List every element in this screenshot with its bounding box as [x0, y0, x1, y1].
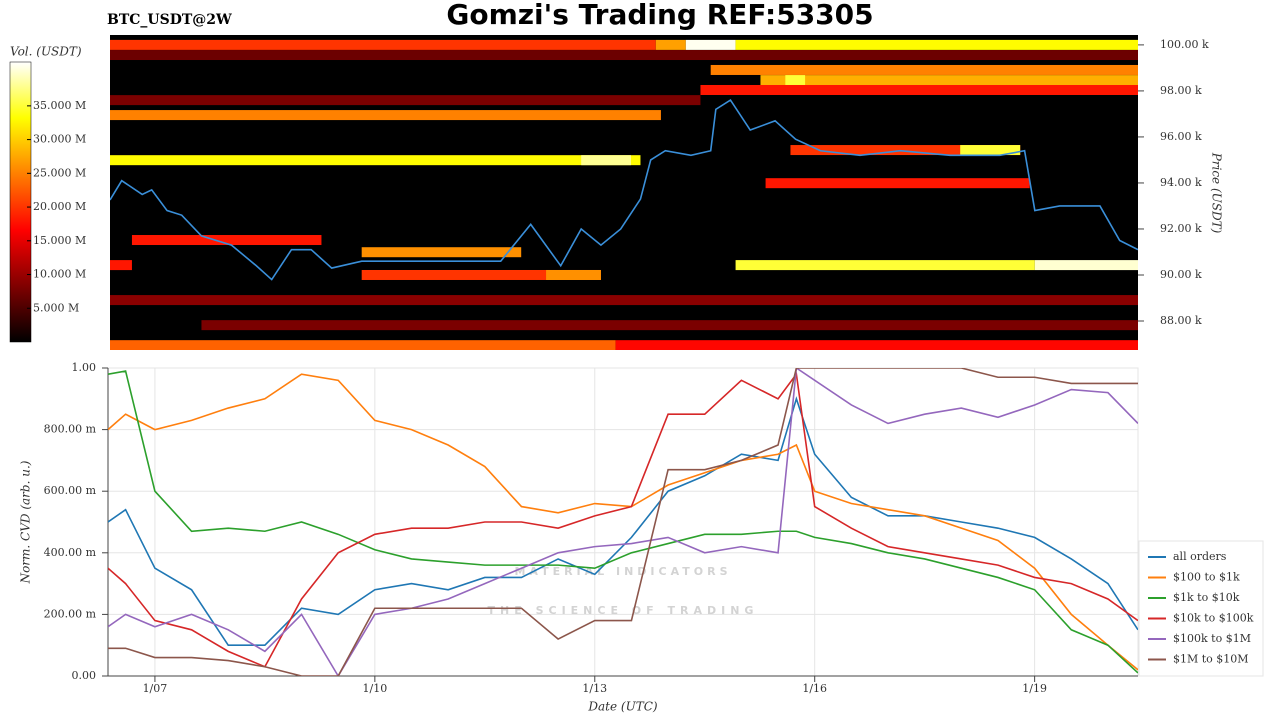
x-tick-label: 1/13: [582, 682, 607, 695]
x-tick-label: 1/10: [362, 682, 387, 695]
heatmap-cell: [131, 235, 322, 246]
price-line: [110, 99, 1138, 281]
y-tick-label: 96.00 k: [1160, 130, 1202, 143]
y-axis-label: Price (USDT): [1210, 152, 1224, 234]
heatmap-cell: [201, 320, 1138, 331]
heatmap-cell: [615, 340, 1138, 350]
legend-box: [1138, 540, 1264, 677]
heatmap-cell: [700, 84, 1138, 95]
heatmap-cell: [110, 295, 1138, 306]
heatmap-cell: [710, 64, 1138, 75]
heatmap-cell: [735, 39, 1138, 50]
heatmap-cell: [110, 110, 661, 121]
heatmap-cell: [110, 50, 1138, 61]
cvd-line: [108, 370, 1138, 674]
subtitle: BTC_USDT@2W: [107, 12, 232, 28]
colorbar-tick-label: 10.000 M: [33, 268, 86, 281]
heatmap-cells: [110, 39, 1138, 350]
y-tick-label: 0.00: [72, 669, 97, 682]
y-tick-label: 1.00: [72, 361, 97, 374]
heatmap-cell: [735, 260, 1035, 271]
watermark: THE SCIENCE OF TRADING: [488, 604, 759, 617]
y-tick-label: 90.00 k: [1160, 268, 1202, 281]
y-tick-label: 98.00 k: [1160, 84, 1202, 97]
plot-area: [107, 367, 1139, 677]
heatmap-cell: [110, 340, 616, 350]
legend-label: $100k to $1M: [1173, 632, 1251, 645]
legend-label: $10k to $100k: [1173, 612, 1254, 625]
heatmap-layer: 88.00 k 90.00 k 92.00 k 94.00 k 96.00 k 98.00…: [27, 38, 1209, 350]
y-axis-label: Norm. CVD (arb. u.): [19, 460, 33, 584]
legend-label: $1k to $10k: [1173, 591, 1240, 604]
y-tick-label: 600.00 m: [44, 484, 97, 497]
y-tick-label: 92.00 k: [1160, 222, 1202, 235]
legend-label: all orders: [1173, 550, 1227, 563]
heatmap-cell: [581, 155, 631, 166]
y-tick-label: 94.00 k: [1160, 176, 1202, 189]
heatmap-cell: [110, 155, 641, 166]
x-tick-label: 1/07: [143, 682, 168, 695]
heatmap-cell: [1034, 260, 1138, 271]
colorbar: [9, 61, 32, 343]
watermark: MATERIAL INDICATORS: [514, 565, 731, 578]
heatmap-cell: [760, 75, 1138, 86]
legend-label: $1M to $10M: [1173, 653, 1249, 666]
y-tick-label: 200.00 m: [44, 607, 97, 620]
cvd-layer: 0.00 200.00 m 400.00 m 600.00 m 800.00 m 1.00…: [44, 361, 1264, 695]
colorbar-tick-label: 5.000 M: [33, 301, 79, 314]
heatmap-cell: [655, 39, 686, 50]
heatmap-cell: [960, 145, 1021, 156]
heatmap-cell: [790, 145, 1021, 156]
colorbar-label: Vol. (USDT): [10, 45, 82, 59]
cvd-line: [108, 396, 1138, 647]
x-tick-label: 1/19: [1022, 682, 1047, 695]
heatmap-cell: [110, 95, 701, 106]
colorbar-tick-label: 15.000 M: [33, 234, 86, 247]
y-tick-label: 88.00 k: [1160, 314, 1202, 327]
colorbar-tick-label: 35.000 M: [33, 99, 86, 112]
colorbar-tick-label: 25.000 M: [33, 166, 86, 179]
legend-label: $100 to $1k: [1173, 571, 1240, 584]
heatmap-cell: [546, 269, 601, 280]
heatmap-cell: [685, 39, 736, 50]
x-tick-label: 1/16: [802, 682, 827, 695]
y-tick-label: 100.00 k: [1160, 38, 1209, 51]
cvd-line: [108, 368, 1138, 676]
heatmap-cell: [110, 260, 132, 271]
x-axis-label: Date (UTC): [587, 700, 657, 714]
colorbar-tick-label: 20.000 M: [33, 200, 86, 213]
heatmap-cell: [785, 75, 806, 86]
heatmap-cell: [110, 39, 656, 50]
colorbar-tick-label: 30.000 M: [33, 133, 86, 146]
cvd-line: [108, 368, 1138, 676]
y-tick-label: 400.00 m: [44, 546, 97, 559]
heatmap-cell: [361, 247, 522, 258]
y-tick-label: 800.00 m: [44, 423, 97, 436]
heatmap-cell: [765, 178, 1030, 189]
heatmap-cell: [361, 269, 601, 280]
chart-title: Gomzi's Trading REF:53305: [446, 0, 873, 31]
